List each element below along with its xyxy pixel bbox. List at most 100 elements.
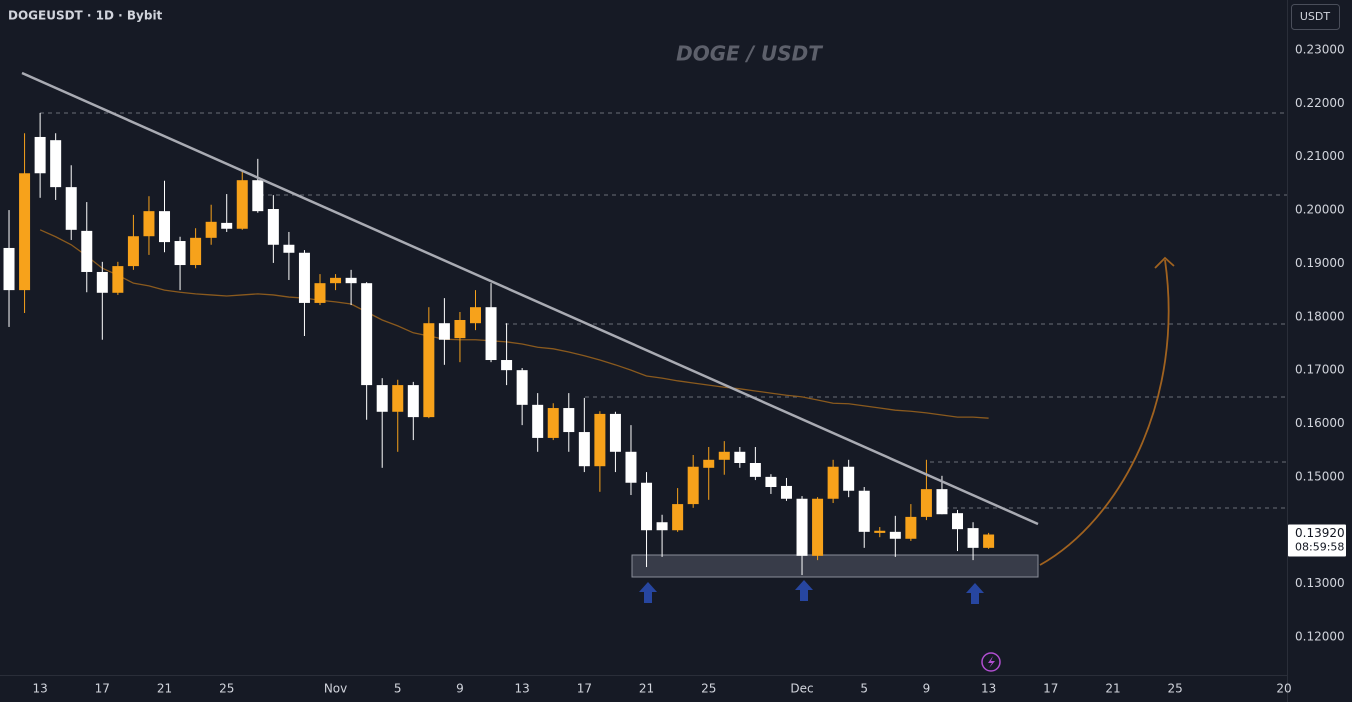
- candles: [3, 112, 995, 576]
- candle-body: [936, 489, 948, 515]
- candle-body: [734, 451, 746, 464]
- candle-body: [267, 209, 279, 245]
- candle-body: [641, 482, 653, 531]
- chart-title: DOGEUSDT · 1D · Bybit: [8, 9, 163, 23]
- candle-body: [252, 180, 264, 212]
- candle-body: [858, 490, 870, 532]
- candle-body: [812, 498, 824, 556]
- up-arrow: [966, 583, 984, 604]
- drawings-over: [21, 71, 1175, 672]
- candle-body: [454, 319, 466, 339]
- candle-body: [687, 466, 699, 505]
- x-tick-label: 21: [639, 682, 654, 696]
- up-arrow: [795, 580, 813, 601]
- candle-body: [221, 222, 233, 229]
- support-zone: [631, 554, 1039, 578]
- x-tick-label: Nov: [324, 682, 347, 696]
- candle-body: [283, 244, 295, 253]
- up-arrow: [639, 582, 657, 603]
- currency-button[interactable]: [1291, 4, 1340, 30]
- candle-body: [236, 180, 248, 229]
- candle-body: [50, 140, 62, 188]
- candle-body: [967, 528, 979, 548]
- candle-body: [625, 451, 637, 483]
- y-tick-label: 0.21000: [1295, 149, 1345, 163]
- candle-body: [563, 408, 575, 433]
- x-tick-label: 17: [95, 682, 110, 696]
- candle-body: [780, 485, 792, 499]
- alert-icon[interactable]: [981, 652, 1001, 672]
- candle-body: [392, 385, 404, 412]
- candle-body: [516, 370, 528, 405]
- candle-body: [485, 307, 497, 361]
- candle-body: [112, 266, 124, 293]
- moving-average: [39, 229, 989, 419]
- y-tick-label: 0.18000: [1295, 309, 1345, 323]
- y-tick-label: 0.13000: [1295, 576, 1345, 590]
- candle-body: [532, 404, 544, 438]
- candle-body: [983, 534, 995, 548]
- candle-body: [174, 241, 186, 266]
- candle-body: [547, 408, 559, 438]
- candle-body: [718, 451, 730, 460]
- alert-icon-bolt: [988, 656, 995, 668]
- x-tick-label: 5: [860, 682, 868, 696]
- last-price-label: 0.13920: [1295, 526, 1345, 540]
- x-tick-label: 25: [219, 682, 234, 696]
- candle-body: [376, 385, 388, 412]
- levels: [40, 112, 1287, 509]
- drawings-under: [40, 112, 1287, 578]
- candle-body: [672, 504, 684, 531]
- candle-body: [796, 498, 808, 556]
- candle-body: [127, 236, 139, 267]
- candle-body: [190, 237, 202, 266]
- candle-body: [952, 513, 964, 530]
- y-tick-label: 0.15000: [1295, 469, 1345, 483]
- candle-body: [594, 413, 606, 467]
- x-tick-label: 9: [456, 682, 464, 696]
- candle-body: [889, 531, 901, 539]
- x-tick-label: 20: [1276, 682, 1291, 696]
- candle-body: [314, 283, 326, 303]
- projection-arrow-head: [1154, 256, 1175, 269]
- candle-body: [298, 252, 310, 303]
- x-tick-label: 9: [923, 682, 931, 696]
- candle-body: [3, 247, 15, 291]
- candle-body: [749, 463, 761, 477]
- candle-body: [703, 459, 715, 468]
- y-tick-label: 0.20000: [1295, 203, 1345, 217]
- y-tick-label: 0.23000: [1295, 42, 1345, 56]
- y-tick-label: 0.19000: [1295, 256, 1345, 270]
- candle-body: [501, 360, 513, 371]
- x-tick-label: 21: [1105, 682, 1120, 696]
- x-tick-label: 17: [1043, 682, 1058, 696]
- candle-body: [330, 277, 342, 284]
- candle-body: [159, 211, 171, 243]
- x-tick-label: 25: [1168, 682, 1183, 696]
- candle-body: [81, 230, 93, 272]
- candle-body: [96, 271, 108, 293]
- candle-body: [19, 173, 31, 291]
- x-tick-label: 25: [701, 682, 716, 696]
- projection-arrow: [1039, 259, 1170, 566]
- candle-body: [905, 516, 917, 539]
- candle-body: [874, 530, 886, 533]
- last-price-box: [1288, 524, 1346, 557]
- axes: 0.120000.130000.140000.150000.160000.170…: [32, 42, 1344, 695]
- x-tick-label: 13: [32, 682, 47, 696]
- candle-body: [361, 283, 373, 386]
- x-tick-label: 21: [157, 682, 172, 696]
- y-tick-label: 0.22000: [1295, 96, 1345, 110]
- candle-body: [65, 187, 77, 230]
- candle-body: [920, 489, 932, 517]
- candle-body: [34, 136, 46, 174]
- x-tick-label: 5: [394, 682, 402, 696]
- candle-body: [423, 323, 435, 418]
- candle-body: [609, 413, 621, 452]
- candle-body: [143, 211, 155, 237]
- candle-body: [656, 522, 668, 531]
- candle-body: [578, 432, 590, 467]
- x-tick-label: 17: [577, 682, 592, 696]
- y-tick-label: 0.16000: [1295, 416, 1345, 430]
